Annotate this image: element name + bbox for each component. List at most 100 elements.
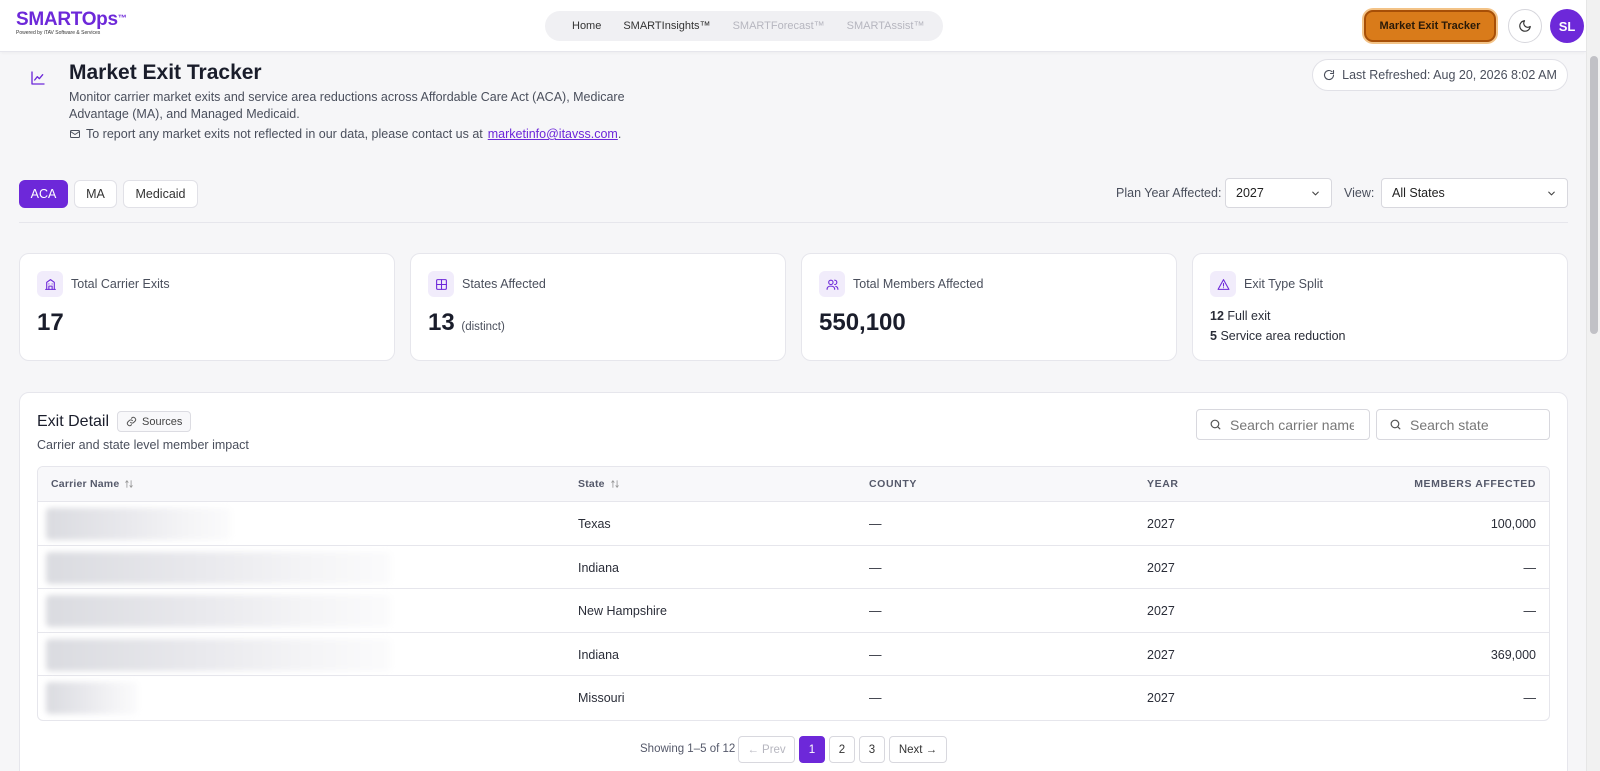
cell-state: Texas bbox=[578, 517, 611, 531]
page-button-3[interactable]: 3 bbox=[859, 736, 885, 763]
exit-detail-panel: Exit Detail Sources Carrier and state le… bbox=[19, 392, 1568, 771]
page-button-1[interactable]: 1 bbox=[799, 736, 825, 763]
contact-line: To report any market exits not reflected… bbox=[69, 127, 621, 141]
market-exit-tracker-button[interactable]: Market Exit Tracker bbox=[1364, 10, 1496, 42]
last-refreshed-text: Last Refreshed: Aug 20, 2026 8:02 AM bbox=[1342, 68, 1557, 82]
plan-year-label: Plan Year Affected: bbox=[1116, 186, 1222, 200]
cell-county: — bbox=[869, 647, 882, 662]
kpi-label: States Affected bbox=[462, 277, 546, 291]
exit-split-full: 12 Full exit bbox=[1210, 309, 1271, 323]
kpi-value: 550,100 bbox=[819, 309, 906, 336]
cell-year: 2027 bbox=[1147, 647, 1175, 662]
building-icon bbox=[37, 271, 63, 297]
warning-icon bbox=[1210, 271, 1236, 297]
scrollbar-thumb[interactable] bbox=[1590, 56, 1598, 334]
moon-icon bbox=[1519, 20, 1531, 32]
page-description: Monitor carrier market exits and service… bbox=[69, 90, 625, 121]
redacted-carrier-name bbox=[46, 638, 391, 671]
kpi-note: (distinct) bbox=[461, 321, 505, 333]
redacted-carrier-name bbox=[46, 551, 391, 584]
grid-icon bbox=[428, 271, 454, 297]
table-header: Carrier Name State COUNTY YEAR MEMBERS A… bbox=[38, 467, 1549, 502]
table-row[interactable]: Texas — 2027 100,000 bbox=[38, 502, 1549, 546]
nav-smartassist[interactable]: SMARTAssist™ bbox=[846, 20, 925, 32]
kpi-label: Exit Type Split bbox=[1244, 277, 1323, 291]
column-header-members: MEMBERS AFFECTED bbox=[1414, 478, 1536, 490]
nav-smartforecast[interactable]: SMARTForecast™ bbox=[732, 20, 825, 32]
kpi-label: Total Carrier Exits bbox=[71, 277, 170, 291]
kpi-card-exit-type-split: Exit Type Split 12 Full exit 5 Service a… bbox=[1192, 253, 1568, 361]
state-search[interactable] bbox=[1376, 409, 1550, 440]
page-title: Market Exit Tracker bbox=[69, 61, 262, 84]
chevron-down-icon bbox=[1312, 191, 1319, 195]
view-value: All States bbox=[1392, 186, 1445, 200]
view-label: View: bbox=[1344, 186, 1375, 200]
kpi-card-total-exits: Total Carrier Exits 17 bbox=[19, 253, 395, 361]
program-tabs: ACA MA Medicaid bbox=[19, 180, 198, 208]
nav-smartinsights[interactable]: SMARTInsights™ bbox=[623, 20, 711, 32]
cell-county: — bbox=[869, 517, 882, 531]
exit-split-reduction: 5 Service area reduction bbox=[1210, 329, 1346, 343]
table-row[interactable]: Indiana — 2027 369,000 bbox=[38, 633, 1549, 676]
cell-members: 369,000 bbox=[1490, 647, 1536, 662]
state-search-input[interactable] bbox=[1410, 416, 1534, 433]
theme-toggle-button[interactable] bbox=[1508, 9, 1542, 43]
kpi-value: 13 (distinct) bbox=[428, 309, 505, 337]
column-header-state[interactable]: State bbox=[578, 478, 620, 490]
redacted-carrier-name bbox=[46, 682, 138, 714]
next-page-button[interactable]: Next → bbox=[889, 736, 947, 763]
cell-year: 2027 bbox=[1147, 517, 1175, 531]
user-avatar[interactable]: SL bbox=[1550, 9, 1584, 43]
sources-button[interactable]: Sources bbox=[117, 411, 192, 432]
brand-name: SMARTOps™ bbox=[16, 9, 127, 30]
chevron-down-icon bbox=[1548, 191, 1555, 195]
search-icon bbox=[1210, 419, 1221, 430]
prev-page-button[interactable]: ← Prev bbox=[738, 736, 795, 763]
tab-medicaid[interactable]: Medicaid bbox=[123, 180, 198, 208]
link-icon bbox=[126, 416, 137, 427]
table-row[interactable]: Missouri — 2027 — bbox=[38, 676, 1549, 720]
brand-tagline: Powered by iTAV Software & Services bbox=[16, 30, 101, 36]
cell-members: — bbox=[1523, 604, 1537, 618]
nav-home[interactable]: Home bbox=[572, 20, 602, 32]
table-row[interactable]: Indiana — 2027 — bbox=[38, 546, 1549, 589]
last-refreshed-badge[interactable]: Last Refreshed: Aug 20, 2026 8:02 AM bbox=[1312, 59, 1568, 91]
top-nav-bar: SMARTOps™ Powered by iTAV Software & Ser… bbox=[0, 0, 1586, 52]
kpi-card-members-affected: Total Members Affected 550,100 bbox=[801, 253, 1177, 361]
line-chart-icon bbox=[31, 71, 45, 85]
carrier-search[interactable] bbox=[1196, 409, 1370, 440]
section-divider bbox=[19, 222, 1568, 223]
cell-state: New Hampshire bbox=[578, 604, 667, 618]
table-row[interactable]: New Hampshire — 2027 — bbox=[38, 589, 1549, 633]
sort-icon bbox=[610, 479, 619, 489]
page-button-2[interactable]: 2 bbox=[829, 736, 855, 763]
tab-aca[interactable]: ACA bbox=[19, 180, 68, 208]
plan-year-value: 2027 bbox=[1236, 186, 1264, 200]
tab-ma[interactable]: MA bbox=[74, 180, 117, 208]
main-nav: Home SMARTInsights™ SMARTForecast™ SMART… bbox=[545, 11, 943, 41]
kpi-value: 17 bbox=[37, 309, 64, 336]
contact-email-link[interactable]: marketinfo@itavss.com bbox=[487, 127, 618, 141]
carrier-search-input[interactable] bbox=[1230, 416, 1354, 433]
cell-county: — bbox=[869, 691, 882, 705]
column-header-county: COUNTY bbox=[869, 478, 917, 490]
page-scrollbar[interactable] bbox=[1586, 0, 1600, 771]
cell-year: 2027 bbox=[1147, 691, 1175, 705]
contact-suffix: . bbox=[617, 127, 622, 141]
cell-year: 2027 bbox=[1147, 604, 1175, 618]
column-header-carrier[interactable]: Carrier Name bbox=[51, 478, 134, 490]
brand-logo[interactable]: SMARTOps™ Powered by iTAV Software & Ser… bbox=[16, 10, 136, 40]
kpi-card-states-affected: States Affected 13 (distinct) bbox=[410, 253, 786, 361]
plan-year-select[interactable]: 2027 bbox=[1225, 178, 1332, 208]
cell-members: 100,000 bbox=[1490, 517, 1536, 531]
kpi-label: Total Members Affected bbox=[853, 277, 984, 291]
view-select[interactable]: All States bbox=[1381, 178, 1568, 208]
kpi-number: 13 bbox=[428, 309, 455, 336]
exit-detail-subtitle: Carrier and state level member impact bbox=[37, 438, 249, 452]
cell-state: Indiana bbox=[578, 647, 620, 662]
cell-state: Missouri bbox=[578, 691, 625, 705]
mail-icon bbox=[70, 130, 80, 138]
cell-county: — bbox=[869, 560, 882, 575]
cell-state: Indiana bbox=[578, 560, 620, 575]
contact-text: To report any market exits not reflected… bbox=[86, 127, 483, 141]
